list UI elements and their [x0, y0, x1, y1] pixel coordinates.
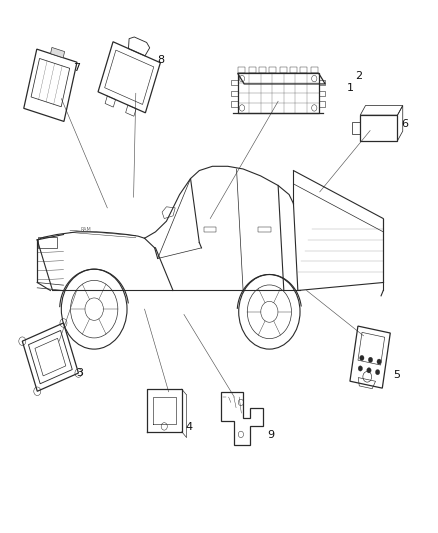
Text: 3: 3	[76, 368, 83, 378]
Text: 5: 5	[393, 370, 400, 380]
Bar	[280, 67, 287, 74]
Text: RAM: RAM	[80, 227, 91, 232]
Circle shape	[377, 359, 381, 365]
Bar	[290, 67, 297, 74]
Bar	[38, 237, 57, 248]
Circle shape	[367, 368, 371, 373]
Bar	[360, 115, 397, 141]
Bar	[311, 67, 318, 74]
Text: 1: 1	[347, 83, 354, 93]
Text: 2: 2	[356, 71, 363, 80]
Bar	[204, 227, 216, 232]
Circle shape	[375, 369, 380, 375]
Polygon shape	[50, 47, 64, 58]
Text: 6: 6	[401, 119, 408, 128]
Bar	[352, 122, 360, 134]
Bar	[259, 67, 266, 74]
Text: 4: 4	[186, 423, 193, 432]
Bar	[300, 67, 307, 74]
Text: 9: 9	[267, 431, 274, 440]
Circle shape	[358, 366, 363, 371]
Bar	[238, 67, 245, 74]
Circle shape	[368, 357, 373, 362]
Text: 7: 7	[73, 63, 80, 73]
Bar	[258, 227, 271, 232]
Bar	[249, 67, 256, 74]
Circle shape	[360, 356, 364, 361]
Text: 8: 8	[158, 55, 165, 65]
Bar	[269, 67, 276, 74]
